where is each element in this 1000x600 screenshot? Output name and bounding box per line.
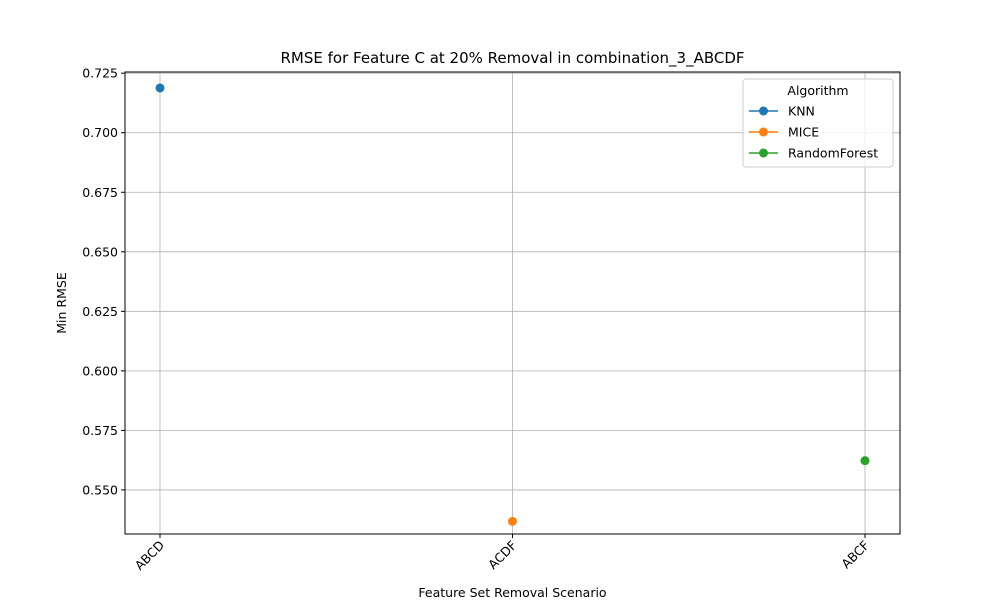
legend-entry-randomforest: RandomForest <box>749 146 878 161</box>
legend-marker <box>759 148 768 158</box>
data-point <box>155 83 165 93</box>
y-tick-label: 0.650 <box>82 244 118 259</box>
series-randomforest <box>860 456 870 466</box>
legend-title: Algorithm <box>787 83 848 98</box>
series-mice <box>508 516 517 526</box>
y-tick-label: 0.675 <box>82 185 118 200</box>
y-tick-label: 0.600 <box>82 363 118 378</box>
x-axis-label: Feature Set Removal Scenario <box>418 585 606 600</box>
legend-label: RandomForest <box>788 146 878 161</box>
legend-box <box>742 78 894 168</box>
y-tick-label: 0.550 <box>82 482 118 497</box>
y-tick-label: 0.625 <box>82 304 118 319</box>
legend-marker <box>759 127 768 137</box>
data-point <box>860 456 870 466</box>
chart-title: RMSE for Feature C at 20% Removal in com… <box>280 49 744 68</box>
legend-entry-knn: KNN <box>749 104 815 119</box>
series-markers <box>155 83 870 526</box>
y-axis-label: Min RMSE <box>54 272 69 334</box>
legend: Algorithm KNN MICE RandomForest <box>742 78 894 168</box>
legend-label: KNN <box>788 104 815 119</box>
y-tick-label: 0.700 <box>82 125 118 140</box>
y-axis: 0.550 0.575 0.600 0.625 0.650 0.675 0.700 0.725 <box>82 66 125 497</box>
legend-entry-mice: MICE <box>749 125 819 140</box>
y-tick-label: 0.725 <box>82 66 118 81</box>
legend-label: MICE <box>788 125 819 140</box>
series-knn <box>155 83 165 93</box>
legend-marker <box>759 106 768 116</box>
data-point <box>508 516 517 526</box>
y-tick-label: 0.575 <box>82 423 118 438</box>
